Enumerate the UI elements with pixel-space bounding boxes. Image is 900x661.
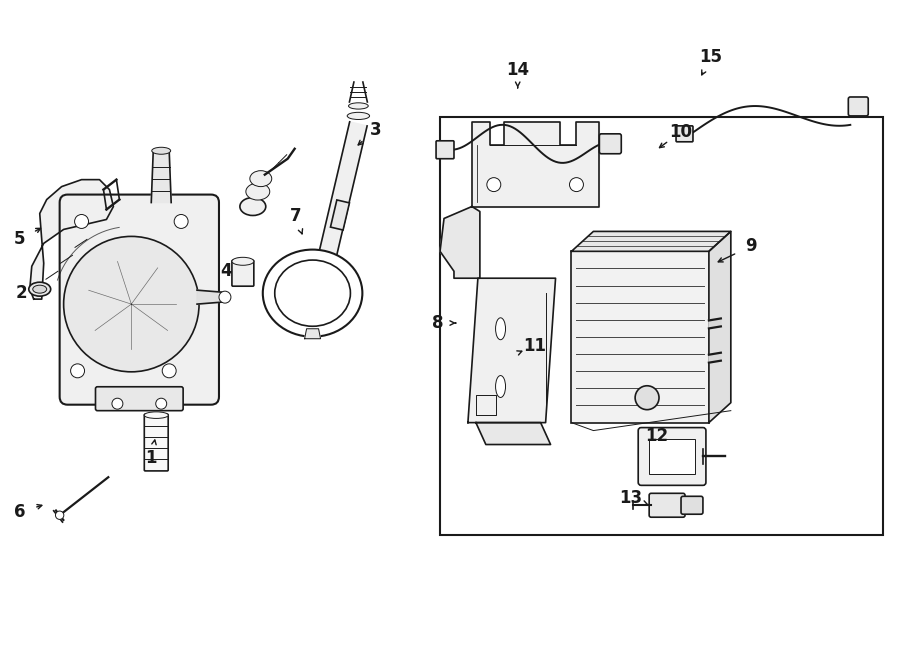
Circle shape (64, 237, 199, 372)
FancyBboxPatch shape (144, 414, 168, 471)
Polygon shape (330, 200, 349, 230)
Ellipse shape (348, 103, 368, 109)
Circle shape (56, 511, 64, 520)
Bar (440, 117, 883, 535)
Ellipse shape (274, 260, 350, 327)
Text: 12: 12 (645, 426, 669, 445)
Text: 3: 3 (370, 121, 381, 139)
Text: 10: 10 (670, 123, 692, 141)
Ellipse shape (496, 375, 506, 397)
Circle shape (162, 364, 176, 378)
Polygon shape (151, 151, 171, 202)
FancyBboxPatch shape (95, 387, 183, 410)
Text: 9: 9 (745, 237, 757, 255)
Ellipse shape (240, 198, 266, 215)
Text: 15: 15 (699, 48, 723, 66)
Circle shape (219, 291, 231, 303)
Text: 13: 13 (620, 489, 643, 507)
Polygon shape (572, 231, 731, 251)
Polygon shape (307, 122, 367, 308)
Text: 4: 4 (220, 262, 232, 280)
Circle shape (75, 214, 88, 229)
Text: 11: 11 (523, 337, 546, 355)
Ellipse shape (263, 250, 363, 336)
Ellipse shape (144, 412, 168, 418)
Circle shape (175, 214, 188, 229)
Polygon shape (30, 180, 113, 299)
FancyBboxPatch shape (599, 134, 621, 154)
Polygon shape (709, 231, 731, 422)
Polygon shape (476, 422, 551, 444)
Ellipse shape (232, 257, 254, 265)
Text: 14: 14 (506, 61, 529, 79)
Polygon shape (197, 290, 222, 304)
Ellipse shape (347, 112, 370, 120)
FancyBboxPatch shape (232, 260, 254, 286)
Polygon shape (299, 285, 349, 311)
Ellipse shape (496, 318, 506, 340)
FancyBboxPatch shape (638, 428, 706, 485)
Polygon shape (440, 206, 480, 278)
Polygon shape (709, 353, 721, 363)
Text: 8: 8 (432, 314, 444, 332)
Bar (649, 438, 695, 475)
Polygon shape (304, 329, 320, 338)
FancyBboxPatch shape (849, 97, 868, 116)
FancyBboxPatch shape (649, 493, 685, 517)
Bar (572, 251, 709, 422)
Ellipse shape (152, 147, 171, 154)
Circle shape (487, 178, 500, 192)
Circle shape (70, 364, 85, 378)
FancyBboxPatch shape (59, 194, 219, 405)
Circle shape (112, 398, 123, 409)
FancyBboxPatch shape (436, 141, 454, 159)
Ellipse shape (250, 171, 272, 186)
FancyBboxPatch shape (676, 126, 693, 142)
Polygon shape (468, 278, 555, 422)
Polygon shape (709, 319, 721, 329)
Text: 2: 2 (16, 284, 28, 302)
Ellipse shape (29, 282, 50, 296)
Ellipse shape (246, 183, 270, 200)
Text: 6: 6 (14, 503, 25, 522)
Circle shape (570, 178, 583, 192)
FancyBboxPatch shape (681, 496, 703, 514)
Text: 7: 7 (290, 208, 302, 225)
Ellipse shape (32, 285, 47, 293)
Text: 1: 1 (146, 449, 157, 467)
Circle shape (156, 398, 166, 409)
Text: 5: 5 (14, 231, 25, 249)
Circle shape (635, 386, 659, 410)
Polygon shape (472, 122, 599, 206)
